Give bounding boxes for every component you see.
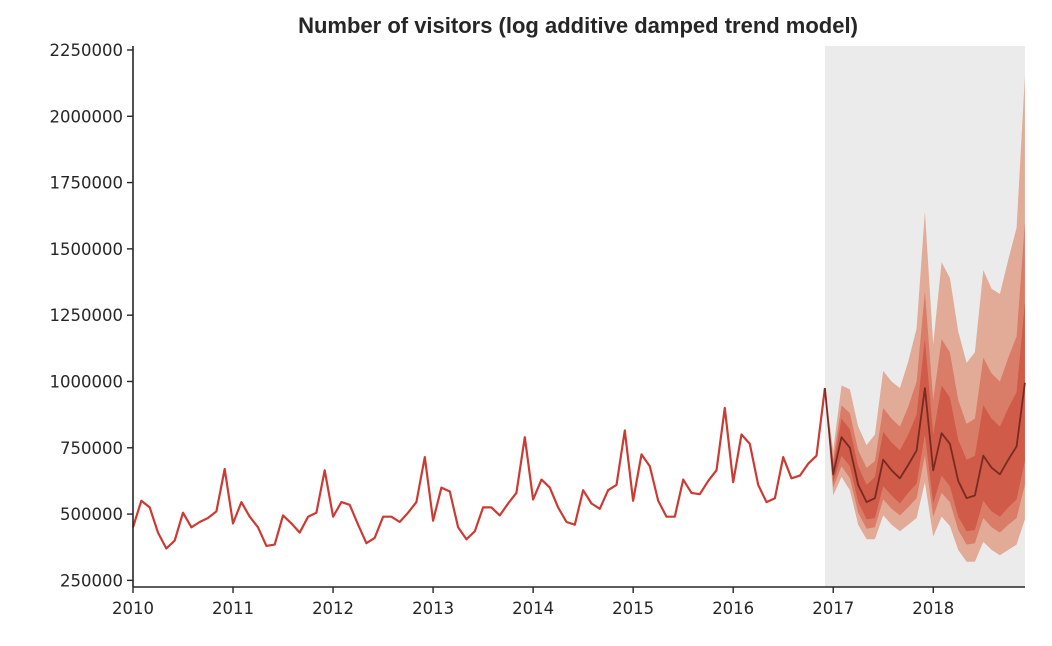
y-tick-label: 1500000 — [50, 240, 124, 259]
forecast-line — [824, 382, 1026, 503]
axes: 250000 500000 750000 1000000 1250000 1500000 1… — [50, 41, 1025, 618]
y-tick-label: 1250000 — [50, 306, 124, 325]
x-tick-label: 2014 — [512, 599, 554, 618]
band-inner — [824, 301, 1025, 532]
x-tick-label: 2013 — [412, 599, 454, 618]
y-tick-label: 1000000 — [50, 372, 124, 391]
y-tick-label: 250000 — [60, 571, 123, 590]
x-tick-label: 2017 — [812, 599, 854, 618]
forecast-bands — [824, 76, 1025, 562]
y-tick-label: 2250000 — [50, 41, 124, 60]
y-tick-label: 500000 — [60, 505, 123, 524]
x-tick-label: 2010 — [112, 599, 154, 618]
series-lines — [131, 382, 1026, 550]
x-tick-label: 2011 — [212, 599, 254, 618]
observed-line — [131, 387, 826, 550]
x-tick-label: 2016 — [712, 599, 754, 618]
x-tick-label: 2018 — [912, 599, 954, 618]
y-tick-label: 2000000 — [50, 107, 124, 126]
x-tick-label: 2012 — [312, 599, 354, 618]
chart-title: Number of visitors (log additive damped … — [298, 13, 858, 38]
y-tick-label: 750000 — [60, 439, 123, 458]
x-tick-label: 2015 — [612, 599, 654, 618]
y-tick-label: 1750000 — [50, 174, 124, 193]
